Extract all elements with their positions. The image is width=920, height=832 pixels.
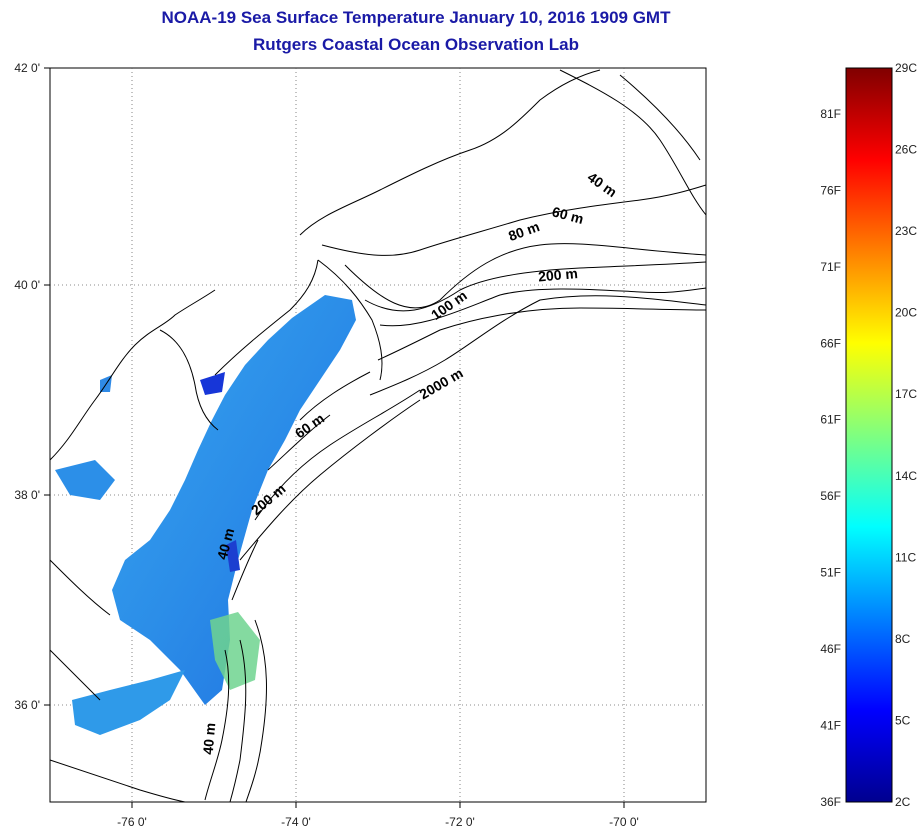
colorbar-fahrenheit-label: 71F [820,260,841,274]
colorbar-gradient [845,67,893,803]
sst-data-layer [55,295,356,735]
lat-tick-label: 38 0' [14,488,40,502]
colorbar-celsius-label: 5C [895,713,911,727]
colorbar-fahrenheit-label: 41F [820,719,841,733]
lon-tick-label: -70 0' [609,815,639,829]
lat-tick-label: 40 0' [14,278,40,292]
isobath-label: 200 m [537,265,578,284]
colorbar-fahrenheit-label: 61F [820,413,841,427]
isobath-label: 40 m [214,526,238,561]
lon-tick-label: -72 0' [445,815,475,829]
colorbar-fahrenheit-label: 36F [820,795,841,809]
colorbar-fahrenheit-labels: 81F 76F 71F 66F 61F 56F 51F 46F 41F 36F [820,107,841,809]
axis-ticks [44,67,625,808]
lat-tick-label: 42 0' [14,61,40,75]
map-subtitle: Rutgers Coastal Ocean Observation Lab [253,35,579,54]
map-title: NOAA-19 Sea Surface Temperature January … [161,8,671,27]
colorbar-celsius-label: 26C [895,143,917,157]
colorbar-celsius-label: 29C [895,61,917,75]
isobath-label: 40 m [200,722,219,755]
lon-tick-label: -76 0' [117,815,147,829]
colorbar: 29C 26C 23C 20C 17C 14C 11C 8C 5C 2C 81F 76F 71F 66F… [820,61,917,809]
colorbar-celsius-label: 17C [895,387,917,401]
colorbar-fahrenheit-label: 81F [820,107,841,121]
colorbar-fahrenheit-label: 76F [820,183,841,197]
colorbar-celsius-label: 11C [895,550,916,564]
colorbar-celsius-label: 14C [895,469,917,483]
colorbar-celsius-label: 23C [895,224,917,238]
isobath-label: 60 m [550,203,585,227]
lon-tick-labels: -76 0' -74 0' -72 0' -70 0' [117,815,639,829]
lon-tick-label: -74 0' [281,815,311,829]
colorbar-fahrenheit-label: 56F [820,489,841,503]
colorbar-fahrenheit-label: 46F [820,642,841,656]
grid-lines [50,68,706,802]
lat-tick-labels: 42 0' 40 0' 38 0' 36 0' [14,61,40,712]
colorbar-fahrenheit-label: 66F [820,336,841,350]
colorbar-celsius-label: 8C [895,632,911,646]
colorbar-fahrenheit-label: 51F [820,566,841,580]
colorbar-celsius-label: 20C [895,306,917,320]
colorbar-celsius-labels: 29C 26C 23C 20C 17C 14C 11C 8C 5C 2C [895,61,917,809]
coastline-isobaths [49,69,707,803]
lat-tick-label: 36 0' [14,698,40,712]
colorbar-celsius-label: 2C [895,795,911,809]
